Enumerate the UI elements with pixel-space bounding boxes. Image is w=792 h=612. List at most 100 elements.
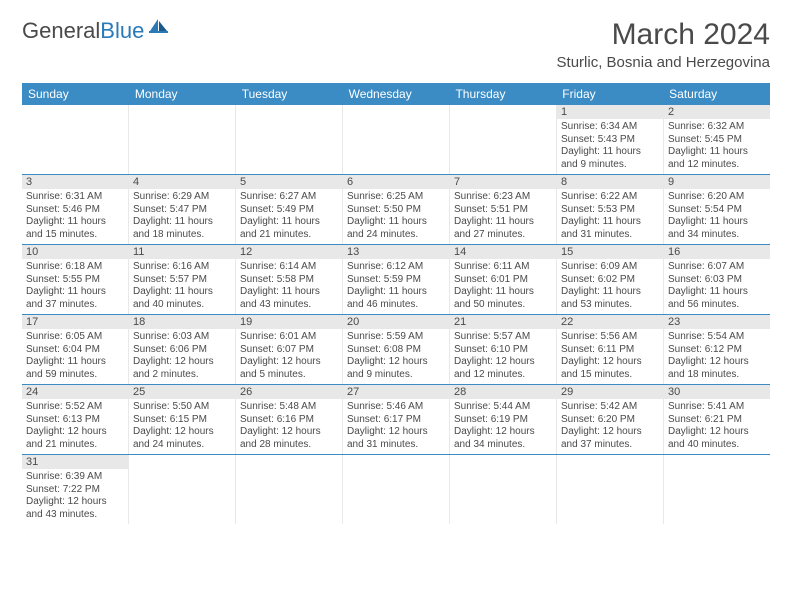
weekday-label: Monday — [129, 83, 236, 105]
day-number: 24 — [22, 385, 128, 399]
sunrise-text: Sunrise: 6:07 AM — [668, 261, 766, 274]
day-info: Sunrise: 6:07 AMSunset: 6:03 PMDaylight:… — [664, 259, 770, 314]
day-info: Sunrise: 5:59 AMSunset: 6:08 PMDaylight:… — [343, 329, 449, 384]
weekday-label: Thursday — [449, 83, 556, 105]
day-info: Sunrise: 5:52 AMSunset: 6:13 PMDaylight:… — [22, 399, 128, 454]
day-cell: 24Sunrise: 5:52 AMSunset: 6:13 PMDayligh… — [22, 385, 129, 454]
weekday-label: Friday — [556, 83, 663, 105]
week-row: 17Sunrise: 6:05 AMSunset: 6:04 PMDayligh… — [22, 315, 770, 385]
sunset-text: Sunset: 6:19 PM — [454, 414, 552, 427]
sunset-text: Sunset: 5:58 PM — [240, 274, 338, 287]
day-info: Sunrise: 5:42 AMSunset: 6:20 PMDaylight:… — [557, 399, 663, 454]
logo: GeneralBlue — [22, 18, 170, 44]
daylight-text: Daylight: 12 hours and 9 minutes. — [347, 356, 445, 381]
daylight-text: Daylight: 12 hours and 24 minutes. — [133, 426, 231, 451]
day-number: 5 — [236, 175, 342, 189]
sunset-text: Sunset: 6:07 PM — [240, 344, 338, 357]
weekday-label: Saturday — [663, 83, 770, 105]
sunset-text: Sunset: 5:50 PM — [347, 204, 445, 217]
sunrise-text: Sunrise: 6:05 AM — [26, 331, 124, 344]
daylight-text: Daylight: 11 hours and 15 minutes. — [26, 216, 124, 241]
sunrise-text: Sunrise: 5:59 AM — [347, 331, 445, 344]
day-info: Sunrise: 6:11 AMSunset: 6:01 PMDaylight:… — [450, 259, 556, 314]
day-info: Sunrise: 5:57 AMSunset: 6:10 PMDaylight:… — [450, 329, 556, 384]
day-number: 18 — [129, 315, 235, 329]
day-info: Sunrise: 5:50 AMSunset: 6:15 PMDaylight:… — [129, 399, 235, 454]
day-number: 23 — [664, 315, 770, 329]
day-number: 3 — [22, 175, 128, 189]
logo-text-dark: General — [22, 18, 100, 44]
day-cell: 10Sunrise: 6:18 AMSunset: 5:55 PMDayligh… — [22, 245, 129, 314]
sunrise-text: Sunrise: 6:09 AM — [561, 261, 659, 274]
day-cell: 3Sunrise: 6:31 AMSunset: 5:46 PMDaylight… — [22, 175, 129, 244]
day-info: Sunrise: 5:56 AMSunset: 6:11 PMDaylight:… — [557, 329, 663, 384]
day-cell: 15Sunrise: 6:09 AMSunset: 6:02 PMDayligh… — [557, 245, 664, 314]
day-number: 6 — [343, 175, 449, 189]
calendar: SundayMondayTuesdayWednesdayThursdayFrid… — [22, 83, 770, 524]
daylight-text: Daylight: 11 hours and 9 minutes. — [561, 146, 659, 171]
sunrise-text: Sunrise: 5:41 AM — [668, 401, 766, 414]
day-number: 2 — [664, 105, 770, 119]
day-cell: 11Sunrise: 6:16 AMSunset: 5:57 PMDayligh… — [129, 245, 236, 314]
sunset-text: Sunset: 6:13 PM — [26, 414, 124, 427]
month-title: March 2024 — [557, 18, 770, 52]
daylight-text: Daylight: 12 hours and 34 minutes. — [454, 426, 552, 451]
daylight-text: Daylight: 11 hours and 24 minutes. — [347, 216, 445, 241]
day-cell: 28Sunrise: 5:44 AMSunset: 6:19 PMDayligh… — [450, 385, 557, 454]
day-cell: 30Sunrise: 5:41 AMSunset: 6:21 PMDayligh… — [664, 385, 770, 454]
day-number: 8 — [557, 175, 663, 189]
sunrise-text: Sunrise: 5:44 AM — [454, 401, 552, 414]
day-cell: 19Sunrise: 6:01 AMSunset: 6:07 PMDayligh… — [236, 315, 343, 384]
weekday-row: SundayMondayTuesdayWednesdayThursdayFrid… — [22, 83, 770, 105]
sunrise-text: Sunrise: 5:57 AM — [454, 331, 552, 344]
sunset-text: Sunset: 6:12 PM — [668, 344, 766, 357]
sunrise-text: Sunrise: 6:27 AM — [240, 191, 338, 204]
sunrise-text: Sunrise: 6:11 AM — [454, 261, 552, 274]
daylight-text: Daylight: 12 hours and 18 minutes. — [668, 356, 766, 381]
weekday-label: Sunday — [22, 83, 129, 105]
logo-text-blue: Blue — [100, 18, 144, 44]
sunset-text: Sunset: 6:11 PM — [561, 344, 659, 357]
day-cell — [664, 455, 770, 524]
sunrise-text: Sunrise: 6:32 AM — [668, 121, 766, 134]
daylight-text: Daylight: 11 hours and 34 minutes. — [668, 216, 766, 241]
sunset-text: Sunset: 6:20 PM — [561, 414, 659, 427]
day-number: 13 — [343, 245, 449, 259]
daylight-text: Daylight: 12 hours and 12 minutes. — [454, 356, 552, 381]
day-cell — [22, 105, 129, 174]
day-info: Sunrise: 6:05 AMSunset: 6:04 PMDaylight:… — [22, 329, 128, 384]
daylight-text: Daylight: 11 hours and 59 minutes. — [26, 356, 124, 381]
day-cell — [450, 455, 557, 524]
day-cell: 14Sunrise: 6:11 AMSunset: 6:01 PMDayligh… — [450, 245, 557, 314]
sunrise-text: Sunrise: 6:01 AM — [240, 331, 338, 344]
day-info: Sunrise: 6:20 AMSunset: 5:54 PMDaylight:… — [664, 189, 770, 244]
daylight-text: Daylight: 11 hours and 21 minutes. — [240, 216, 338, 241]
sunset-text: Sunset: 5:53 PM — [561, 204, 659, 217]
day-info: Sunrise: 6:29 AMSunset: 5:47 PMDaylight:… — [129, 189, 235, 244]
sunrise-text: Sunrise: 5:42 AM — [561, 401, 659, 414]
sunrise-text: Sunrise: 6:34 AM — [561, 121, 659, 134]
sunrise-text: Sunrise: 6:39 AM — [26, 471, 124, 484]
sunrise-text: Sunrise: 6:29 AM — [133, 191, 231, 204]
sunset-text: Sunset: 5:57 PM — [133, 274, 231, 287]
day-cell: 5Sunrise: 6:27 AMSunset: 5:49 PMDaylight… — [236, 175, 343, 244]
day-info: Sunrise: 6:23 AMSunset: 5:51 PMDaylight:… — [450, 189, 556, 244]
week-row: 1Sunrise: 6:34 AMSunset: 5:43 PMDaylight… — [22, 105, 770, 175]
day-info: Sunrise: 6:14 AMSunset: 5:58 PMDaylight:… — [236, 259, 342, 314]
day-number: 4 — [129, 175, 235, 189]
day-cell: 6Sunrise: 6:25 AMSunset: 5:50 PMDaylight… — [343, 175, 450, 244]
day-cell: 21Sunrise: 5:57 AMSunset: 6:10 PMDayligh… — [450, 315, 557, 384]
day-number: 19 — [236, 315, 342, 329]
sunset-text: Sunset: 6:06 PM — [133, 344, 231, 357]
day-cell: 8Sunrise: 6:22 AMSunset: 5:53 PMDaylight… — [557, 175, 664, 244]
sunset-text: Sunset: 5:43 PM — [561, 134, 659, 147]
day-cell: 31Sunrise: 6:39 AMSunset: 7:22 PMDayligh… — [22, 455, 129, 524]
day-cell: 1Sunrise: 6:34 AMSunset: 5:43 PMDaylight… — [557, 105, 664, 174]
day-cell: 26Sunrise: 5:48 AMSunset: 6:16 PMDayligh… — [236, 385, 343, 454]
daylight-text: Daylight: 12 hours and 40 minutes. — [668, 426, 766, 451]
sunset-text: Sunset: 6:08 PM — [347, 344, 445, 357]
sunrise-text: Sunrise: 6:22 AM — [561, 191, 659, 204]
daylight-text: Daylight: 11 hours and 56 minutes. — [668, 286, 766, 311]
day-info: Sunrise: 6:12 AMSunset: 5:59 PMDaylight:… — [343, 259, 449, 314]
sunrise-text: Sunrise: 6:20 AM — [668, 191, 766, 204]
